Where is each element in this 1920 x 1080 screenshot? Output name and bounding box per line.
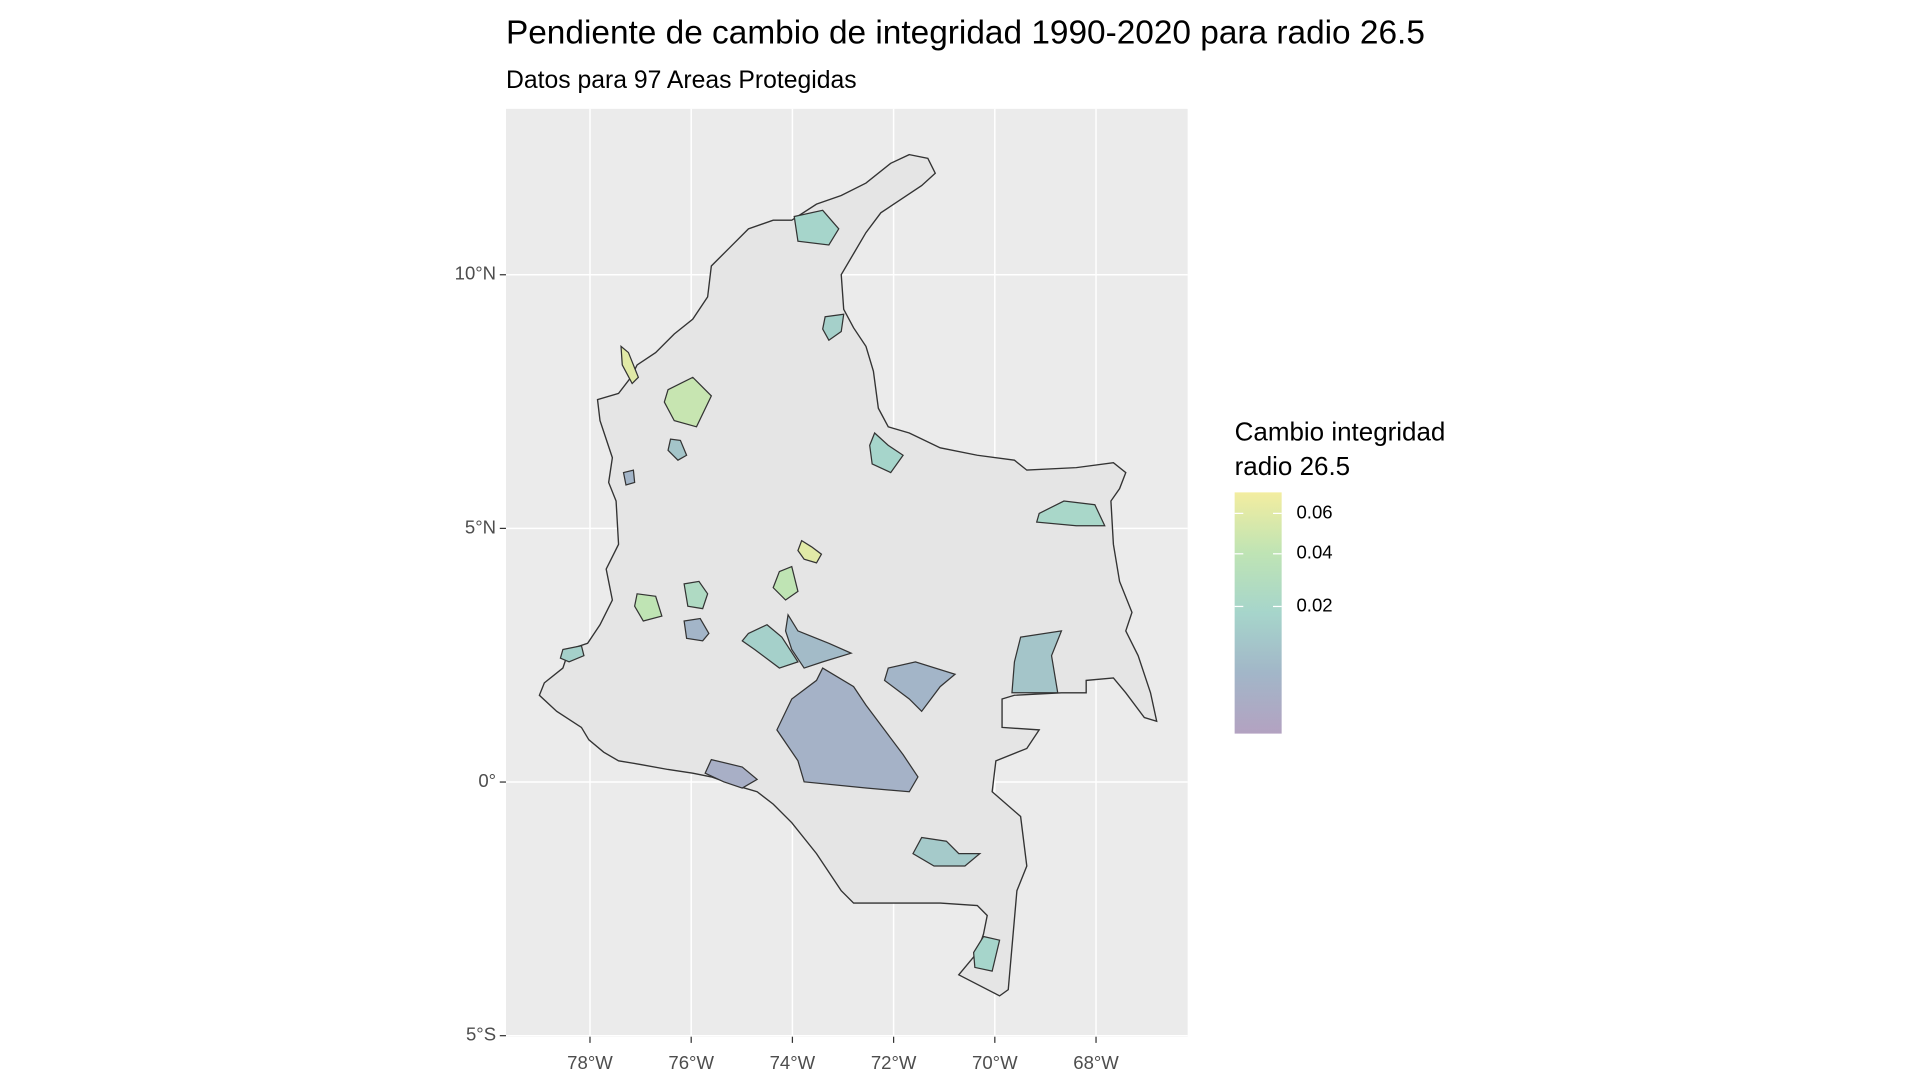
protected-area — [1011, 630, 1063, 694]
protected-area — [784, 613, 853, 669]
legend-label: 0.02 — [1296, 594, 1332, 615]
protected-area — [912, 836, 982, 867]
protected-area — [776, 667, 919, 793]
protected-area — [822, 313, 845, 342]
protected-area — [793, 209, 840, 246]
protected-area — [972, 935, 1001, 972]
y-tick-label: 0° — [478, 770, 496, 791]
y-tick-label: 10°N — [455, 263, 496, 284]
protected-area — [683, 580, 709, 610]
protected-area — [741, 624, 799, 669]
protected-area — [797, 539, 823, 564]
protected-area — [683, 617, 710, 642]
protected-area — [559, 645, 585, 663]
legend-label: 0.04 — [1296, 542, 1332, 563]
legend-title: Cambio integridad — [1235, 416, 1446, 446]
legend-title: radio 26.5 — [1235, 451, 1351, 481]
x-tick-label: 74°W — [770, 1052, 816, 1073]
protected-area — [772, 565, 799, 601]
protected-area — [667, 438, 688, 461]
protected-area — [622, 469, 636, 486]
x-tick-label: 70°W — [972, 1052, 1018, 1073]
protected-area — [620, 344, 640, 385]
colorbar — [1234, 492, 1282, 734]
y-tick-label: 5°S — [466, 1024, 496, 1045]
y-tick-label: 5°N — [465, 516, 496, 537]
x-tick-label: 78°W — [567, 1052, 613, 1073]
protected-area — [883, 661, 957, 713]
chart-subtitle: Datos para 97 Areas Protegidas — [506, 67, 857, 94]
chart-title: Pendiente de cambio de integridad 1990-2… — [506, 14, 1425, 51]
protected-area — [663, 376, 713, 428]
x-tick-label: 68°W — [1073, 1052, 1119, 1073]
x-tick-label: 72°W — [871, 1052, 917, 1073]
protected-area — [704, 758, 759, 789]
x-tick-label: 76°W — [668, 1052, 714, 1073]
protected-area — [1035, 500, 1106, 527]
protected-area — [869, 431, 904, 474]
legend-label: 0.06 — [1296, 501, 1332, 522]
protected-area — [633, 593, 663, 622]
